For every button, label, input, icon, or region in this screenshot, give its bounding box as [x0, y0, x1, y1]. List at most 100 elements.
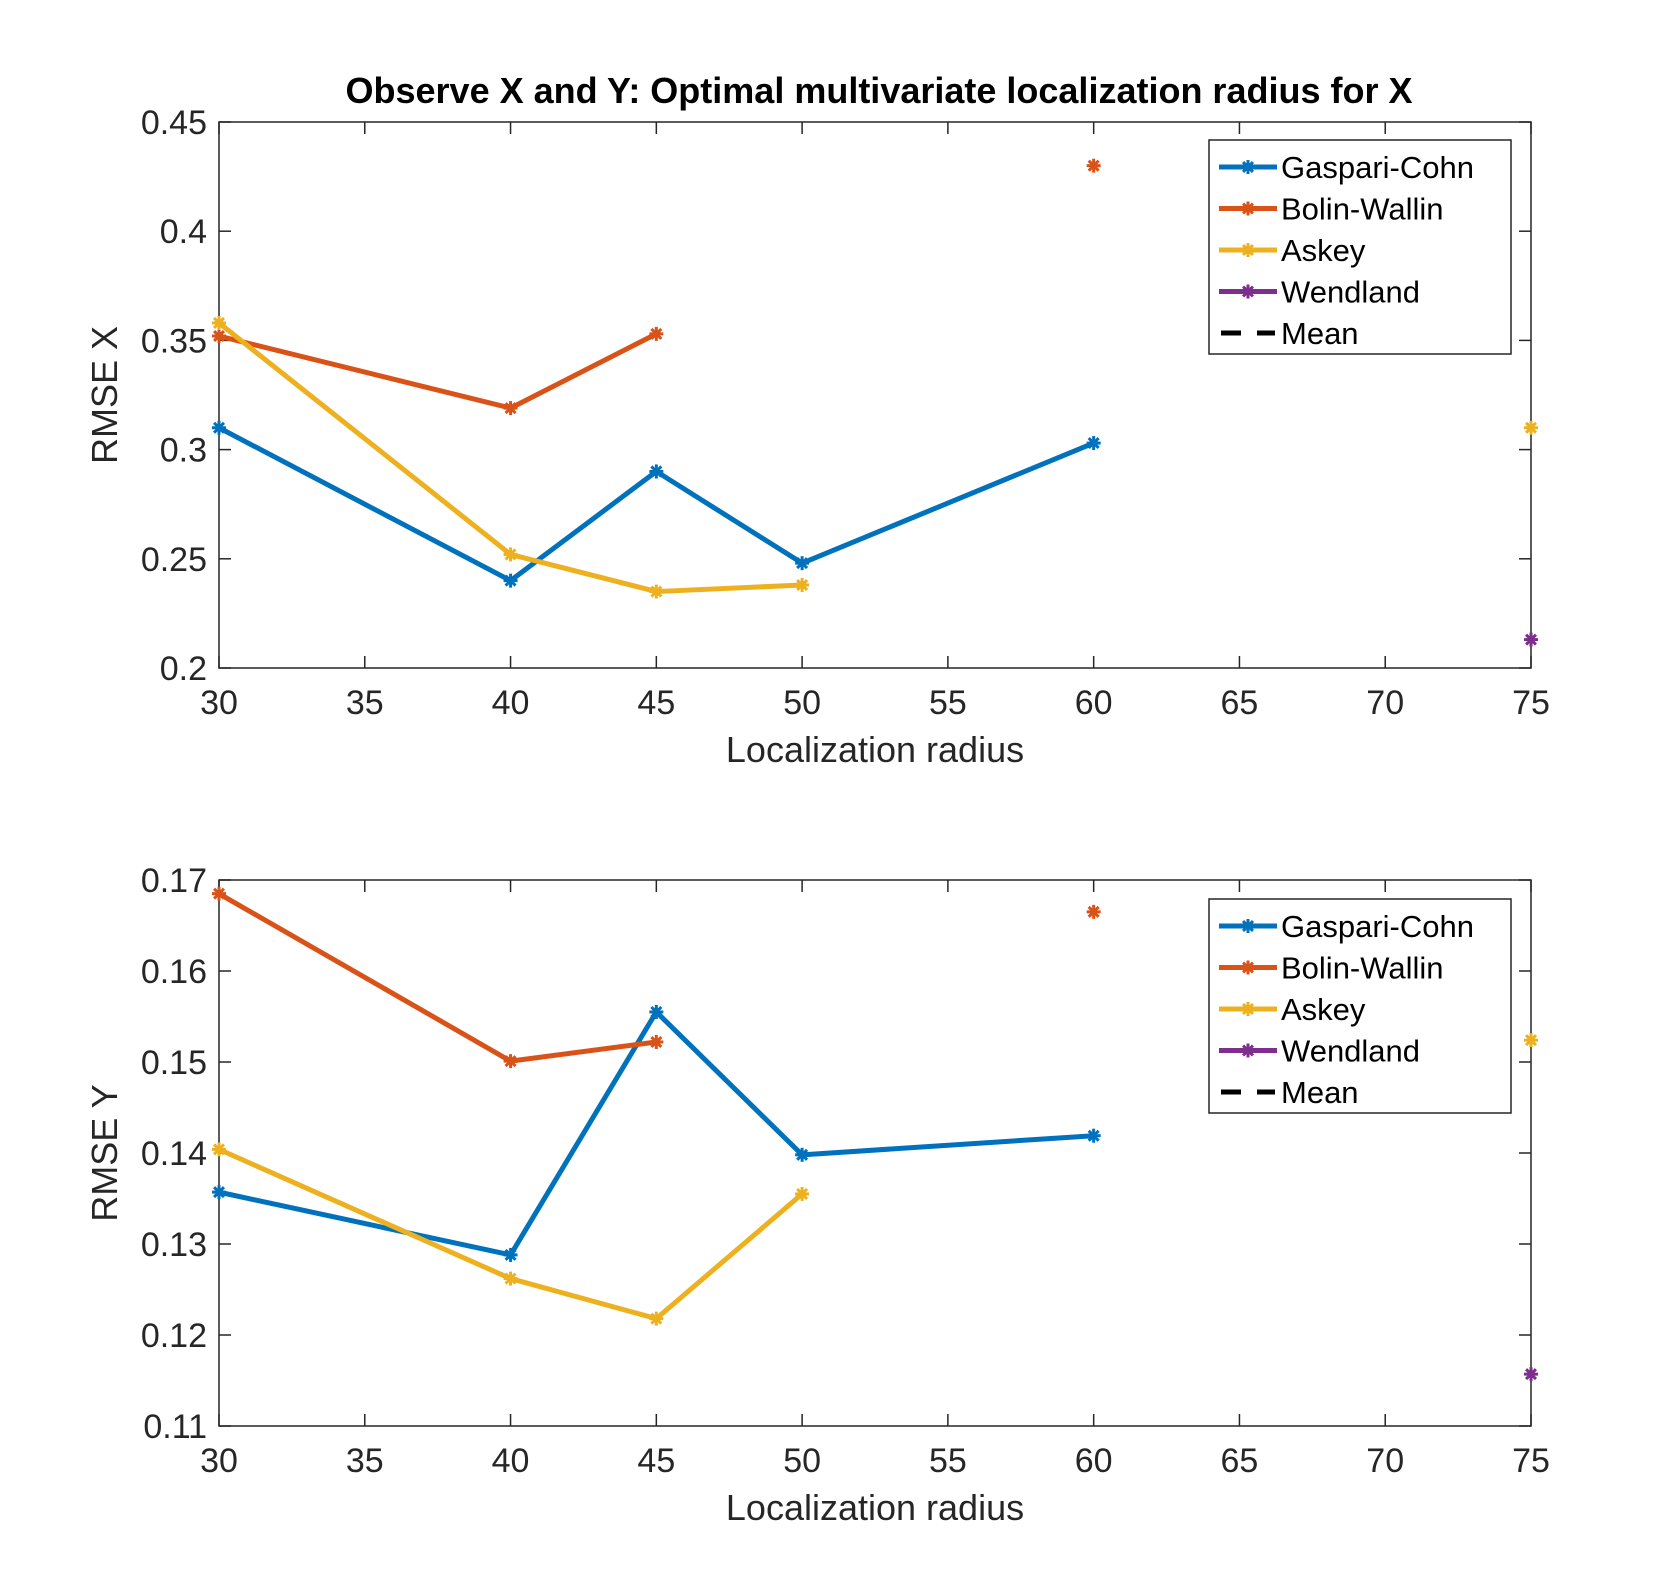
- x-tick-label: 70: [1366, 1442, 1404, 1480]
- data-point: [649, 1311, 664, 1326]
- data-point: [649, 464, 664, 479]
- legend-marker: [1241, 284, 1255, 299]
- y-tick-label: 0.12: [141, 1317, 207, 1355]
- x-tick-label: 70: [1366, 684, 1404, 722]
- data-point: [1524, 632, 1538, 647]
- figure-title: Observe X and Y: Optimal multivariate lo…: [346, 70, 1413, 111]
- x-tick-label: 55: [929, 684, 967, 722]
- data-point: [503, 547, 518, 562]
- legend-label: Bolin-Wallin: [1281, 192, 1444, 227]
- series-askey: [212, 1142, 810, 1326]
- legend-box: [1208, 139, 1512, 355]
- legend-item: Bolin-Wallin: [1219, 192, 1444, 227]
- legend-label: Askey: [1281, 992, 1366, 1027]
- data-point: [503, 1054, 518, 1069]
- x-tick-label: 45: [637, 1442, 675, 1480]
- series-wendland: [1524, 1367, 1538, 1382]
- y-tick-label: 0.14: [141, 1135, 207, 1173]
- subplot-rmse-y: 30 35 40 45 50 55 60 65 70 75 0.11 0.12 0.13 0.14 0.15…: [84, 862, 1550, 1528]
- series-bolin-wallin: [1086, 904, 1101, 919]
- series-bolin-wallin: [212, 886, 664, 1069]
- x-tick-label: 35: [346, 684, 384, 722]
- legend-item: Wendland: [1219, 275, 1420, 310]
- y-tick-label: 0.16: [141, 953, 207, 991]
- x-tick-label: 50: [783, 684, 821, 722]
- legend-label: Askey: [1281, 233, 1366, 268]
- legend-marker: [1241, 1002, 1255, 1016]
- data-point: [1086, 436, 1101, 451]
- legend-label: Mean: [1281, 316, 1359, 351]
- x-axis-label: Localization radius: [726, 729, 1024, 770]
- y-tick-label: 0.45: [141, 104, 207, 142]
- data-point: [795, 556, 810, 571]
- x-tick-label: 60: [1075, 1442, 1113, 1480]
- series-askey: [212, 315, 810, 599]
- data-point: [649, 1034, 664, 1049]
- legend-marker: [1241, 919, 1255, 933]
- series-line: [217, 320, 803, 595]
- data-point: [503, 1247, 518, 1262]
- legend-marker: [1241, 243, 1255, 257]
- legend-label: Wendland: [1281, 275, 1420, 310]
- data-point: [503, 1271, 518, 1286]
- y-tick-label: 0.17: [141, 862, 207, 900]
- series-line: [217, 1147, 804, 1322]
- legend-marker: [1241, 960, 1255, 975]
- data-point: [649, 1004, 664, 1019]
- data-point: [649, 584, 664, 599]
- data-point: [212, 329, 226, 344]
- legend-item: Mean: [1221, 1075, 1359, 1110]
- data-point: [503, 573, 518, 588]
- y-tick-label: 0.15: [141, 1044, 207, 1082]
- legend-label: Mean: [1281, 1075, 1359, 1110]
- series-wendland: [1524, 632, 1538, 647]
- data-point: [212, 315, 226, 330]
- data-point: [1524, 1367, 1538, 1382]
- series-bolin-wallin: [1086, 158, 1101, 173]
- y-tick-label: 0.25: [141, 541, 207, 579]
- x-tick-label: 45: [637, 684, 675, 722]
- data-point: [1524, 1033, 1538, 1048]
- data-point: [1086, 1128, 1101, 1143]
- legend-label: Wendland: [1281, 1034, 1420, 1069]
- data-point: [1524, 420, 1538, 435]
- x-tick-label: 65: [1221, 1442, 1259, 1480]
- series-gaspari-cohn: [212, 420, 1101, 588]
- data-point: [795, 578, 810, 593]
- legend-item: Wendland: [1219, 1034, 1420, 1069]
- x-tick-label: 35: [346, 1442, 384, 1480]
- x-tick-label: 40: [492, 1442, 530, 1480]
- legend-marker: [1241, 160, 1255, 174]
- x-tick-label: 75: [1512, 684, 1550, 722]
- legend-label: Gaspari-Cohn: [1281, 909, 1474, 944]
- data-point: [212, 1185, 226, 1200]
- legend-item: Gaspari-Cohn: [1219, 150, 1474, 185]
- legend-marker: [1241, 1043, 1255, 1058]
- data-point: [212, 420, 226, 435]
- data-point: [212, 886, 226, 901]
- legend-box: [1208, 898, 1512, 1114]
- y-tick-label: 0.3: [160, 432, 207, 470]
- legend-marker: [1241, 201, 1255, 216]
- legend-label: Gaspari-Cohn: [1281, 150, 1474, 185]
- legend: Gaspari-Cohn Bolin-Wallin Askey Wendland Mea…: [1208, 898, 1512, 1114]
- series-askey: [1524, 420, 1538, 435]
- x-tick-label: 50: [783, 1442, 821, 1480]
- data-point: [649, 326, 664, 341]
- legend-item: Askey: [1219, 992, 1366, 1027]
- data-point: [212, 1142, 226, 1157]
- data-point: [1086, 904, 1101, 919]
- data-point: [503, 401, 518, 416]
- series-bolin-wallin: [212, 326, 664, 416]
- x-tick-label: 55: [929, 1442, 967, 1480]
- legend-item: Gaspari-Cohn: [1219, 909, 1474, 944]
- x-tick-label: 65: [1221, 684, 1259, 722]
- data-point: [1086, 158, 1101, 173]
- series-askey: [1524, 1033, 1538, 1048]
- data-point: [795, 1147, 810, 1162]
- y-tick-label: 0.4: [160, 213, 207, 251]
- x-tick-label: 30: [200, 684, 238, 722]
- legend-label: Bolin-Wallin: [1281, 951, 1444, 986]
- y-axis-label: RMSE Y: [84, 1084, 125, 1221]
